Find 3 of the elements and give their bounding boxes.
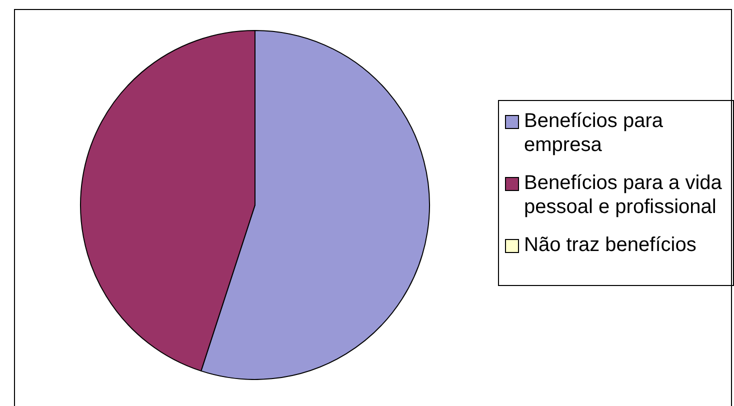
legend-label: Não traz benefícios bbox=[524, 233, 696, 257]
legend-label: Benefícios para empresa bbox=[524, 109, 664, 157]
legend-label: Benefícios para a vida pessoal e profissional bbox=[524, 171, 723, 219]
